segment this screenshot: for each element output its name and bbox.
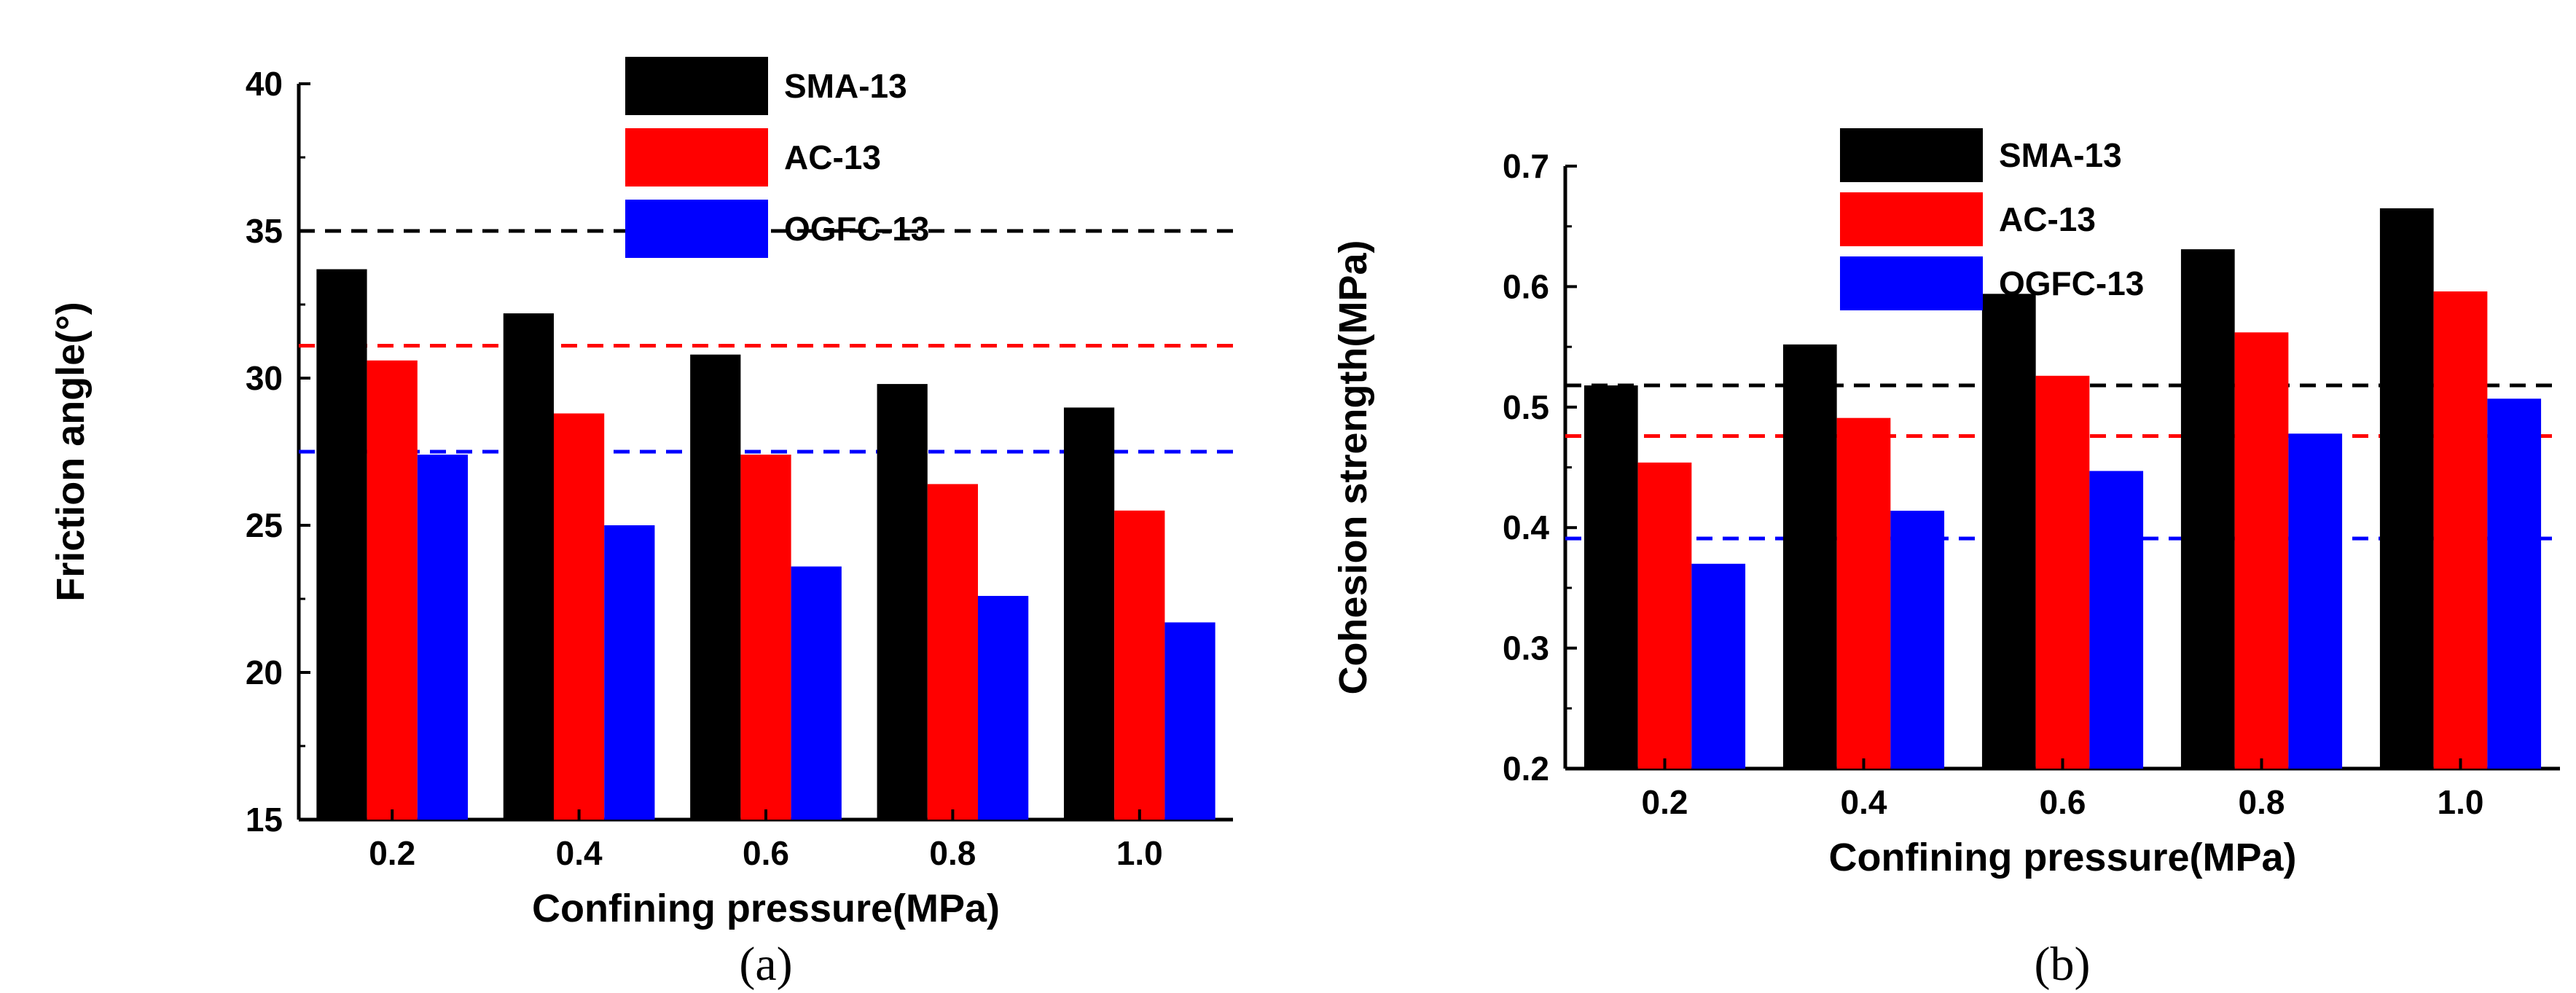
legend-swatch xyxy=(625,200,768,258)
bar-ogfc-13 xyxy=(1164,622,1215,820)
panel-label: (b) xyxy=(2035,938,2091,991)
bar-sma-13 xyxy=(2180,249,2235,769)
bar-ogfc-13 xyxy=(604,525,655,820)
bar-ac-13 xyxy=(740,455,791,820)
chart-panel-b: 0.2 0.3 0.4 0.5 0.6 0.7 0.2 0.4 0.6 0.8 1.0 Confini… xyxy=(1331,128,2560,991)
bar-ogfc-13 xyxy=(978,595,1029,820)
legend-label: AC-13 xyxy=(784,138,881,176)
legend-swatch xyxy=(1840,192,1983,246)
legend-label: AC-13 xyxy=(1999,200,2096,238)
y-axis-title: Cohesion strength(MPa) xyxy=(1331,240,1375,694)
y-axis-title: Friction angle(°) xyxy=(49,302,93,602)
bar-ogfc-13 xyxy=(791,566,842,820)
bar-ogfc-13 xyxy=(417,455,469,820)
legend-label: SMA-13 xyxy=(1999,136,2122,174)
bar-sma-13 xyxy=(2379,208,2434,769)
x-tick-label: 0.2 xyxy=(1642,783,1688,821)
y-tick-label: 15 xyxy=(246,801,283,839)
bar-ac-13 xyxy=(2433,291,2488,769)
bar-sma-13 xyxy=(1782,344,1837,769)
x-tick-label: 0.8 xyxy=(929,834,976,872)
bar-ogfc-13 xyxy=(2089,471,2144,769)
y-tick-label: 0.2 xyxy=(1503,750,1549,788)
x-tick-label: 0.4 xyxy=(1841,783,1887,821)
bar-sma-13 xyxy=(1981,294,2036,769)
y-tick-label: 0.4 xyxy=(1503,509,1549,546)
legend-label: OGFC-13 xyxy=(784,210,929,248)
y-tick-label: 25 xyxy=(246,506,283,544)
legend-swatch xyxy=(1840,128,1983,182)
bar-ogfc-13 xyxy=(1890,511,1945,769)
x-tick-label: 1.0 xyxy=(2438,783,2484,821)
bar-ac-13 xyxy=(1114,510,1165,820)
bar-sma-13 xyxy=(877,384,928,820)
x-tick-label: 1.0 xyxy=(1116,834,1163,872)
bar-sma-13 xyxy=(690,354,741,820)
bar-ac-13 xyxy=(2234,332,2289,769)
x-tick-label: 0.2 xyxy=(369,834,415,872)
bar-ac-13 xyxy=(553,413,605,820)
x-axis-title: Confining pressure(MPa) xyxy=(532,887,1000,930)
bar-ogfc-13 xyxy=(2487,399,2542,769)
y-tick-label: 30 xyxy=(246,359,283,397)
bar-sma-13 xyxy=(316,269,367,820)
chart-panel-a: 15 20 25 30 35 40 0.2 0.4 0.6 0.8 1.0 Confining pre… xyxy=(49,57,1233,991)
bar-ac-13 xyxy=(1637,462,1692,769)
legend-label: OGFC-13 xyxy=(1999,264,2144,302)
y-tick-label: 0.7 xyxy=(1503,147,1549,185)
legend-swatch xyxy=(1840,256,1983,310)
panel-label: (a) xyxy=(739,938,792,991)
bar-ac-13 xyxy=(1836,417,1891,769)
bar-sma-13 xyxy=(1063,407,1115,820)
legend-swatch xyxy=(625,128,768,187)
bar-ogfc-13 xyxy=(1691,563,1746,769)
x-tick-label: 0.4 xyxy=(556,834,603,872)
y-tick-label: 35 xyxy=(246,212,283,250)
legend-label: SMA-13 xyxy=(784,67,907,105)
bar-sma-13 xyxy=(503,313,554,820)
bar-ogfc-13 xyxy=(2288,433,2343,769)
y-tick-label: 40 xyxy=(246,65,283,103)
bar-sma-13 xyxy=(1583,385,1638,769)
x-tick-label: 0.8 xyxy=(2239,783,2285,821)
x-tick-label: 0.6 xyxy=(2040,783,2086,821)
x-tick-label: 0.6 xyxy=(743,834,789,872)
y-tick-label: 0.5 xyxy=(1503,388,1549,426)
y-tick-label: 0.6 xyxy=(1503,267,1549,305)
y-tick-label: 20 xyxy=(246,654,283,691)
bar-ac-13 xyxy=(927,484,979,820)
legend-swatch xyxy=(625,57,768,115)
x-axis-title: Confining pressure(MPa) xyxy=(1828,836,2296,879)
bar-ac-13 xyxy=(2035,375,2090,769)
bar-ac-13 xyxy=(367,360,418,820)
y-tick-label: 0.3 xyxy=(1503,629,1549,667)
